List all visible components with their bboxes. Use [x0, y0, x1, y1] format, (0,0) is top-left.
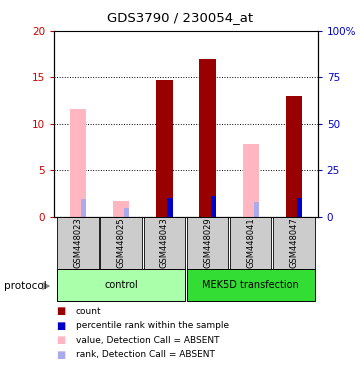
Bar: [286, 96, 302, 217]
Bar: [156, 80, 173, 217]
Text: GSM448041: GSM448041: [246, 218, 255, 268]
Text: ■: ■: [56, 335, 65, 345]
Text: protocol: protocol: [4, 281, 46, 291]
Bar: [124, 208, 130, 217]
Text: GSM448025: GSM448025: [117, 218, 126, 268]
Bar: [273, 217, 315, 269]
Bar: [297, 198, 302, 217]
Bar: [187, 269, 315, 301]
Text: ■: ■: [56, 321, 65, 331]
Text: percentile rank within the sample: percentile rank within the sample: [76, 321, 229, 330]
Bar: [100, 217, 142, 269]
Text: ■: ■: [56, 306, 65, 316]
Text: ■: ■: [56, 350, 65, 360]
Text: GDS3790 / 230054_at: GDS3790 / 230054_at: [108, 11, 253, 24]
Text: value, Detection Call = ABSENT: value, Detection Call = ABSENT: [76, 336, 219, 345]
Bar: [57, 269, 185, 301]
Text: GSM448029: GSM448029: [203, 218, 212, 268]
Text: count: count: [76, 306, 101, 316]
Bar: [254, 202, 259, 217]
Bar: [230, 217, 271, 269]
Bar: [57, 217, 99, 269]
Text: GSM448023: GSM448023: [73, 217, 82, 268]
Text: MEK5D transfection: MEK5D transfection: [203, 280, 299, 290]
Bar: [70, 109, 86, 217]
Text: rank, Detection Call = ABSENT: rank, Detection Call = ABSENT: [76, 350, 215, 359]
Bar: [199, 59, 216, 217]
Bar: [144, 217, 185, 269]
Bar: [168, 198, 173, 217]
Bar: [211, 196, 216, 217]
Bar: [243, 144, 259, 217]
Bar: [113, 201, 129, 217]
Bar: [187, 217, 228, 269]
Text: GSM448047: GSM448047: [290, 217, 299, 268]
Text: control: control: [104, 280, 138, 290]
Text: GSM448043: GSM448043: [160, 217, 169, 268]
Bar: [81, 199, 86, 217]
